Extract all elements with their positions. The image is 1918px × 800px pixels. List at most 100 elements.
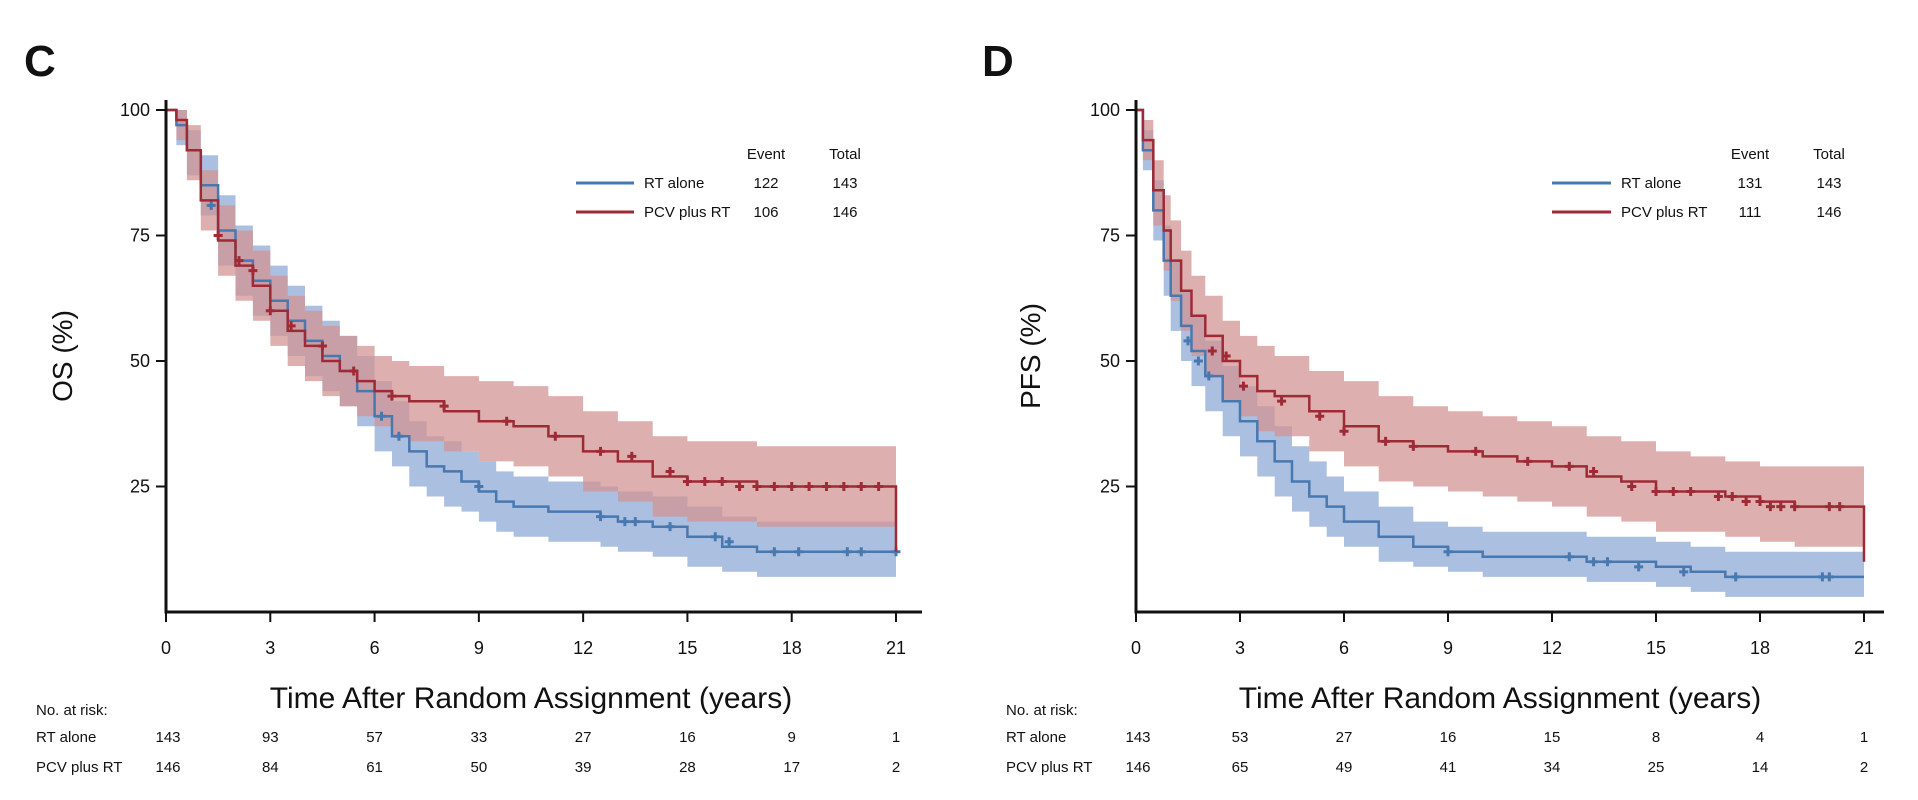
risk-value-pcv-plus-rt: 14 bbox=[1752, 759, 1769, 776]
legend-event-rt-alone: 122 bbox=[753, 175, 778, 192]
panel-letter: D bbox=[982, 37, 1014, 86]
censor-mark-rt-alone bbox=[856, 547, 866, 557]
x-tick-label: 21 bbox=[1854, 638, 1874, 658]
risk-row-label-rt-alone: RT alone bbox=[36, 729, 96, 746]
legend-label-rt-alone: RT alone bbox=[644, 175, 704, 192]
x-tick-label: 15 bbox=[1646, 638, 1666, 658]
legend-total-rt-alone: 143 bbox=[1816, 175, 1841, 192]
risk-row-label-pcv-plus-rt: PCV plus RT bbox=[1006, 759, 1092, 776]
censor-mark-pcv-plus-rt bbox=[1765, 502, 1775, 512]
y-tick-label: 25 bbox=[1100, 477, 1120, 497]
risk-value-pcv-plus-rt: 28 bbox=[679, 759, 696, 776]
legend-header-total: Total bbox=[1813, 146, 1845, 163]
censor-mark-pcv-plus-rt bbox=[856, 482, 866, 491]
censor-mark-pcv-plus-rt bbox=[1277, 396, 1287, 406]
risk-table-title: No. at risk: bbox=[36, 702, 108, 719]
censor-mark-pcv-plus-rt bbox=[596, 446, 606, 456]
censor-mark-rt-alone bbox=[474, 482, 484, 491]
risk-value-pcv-plus-rt: 34 bbox=[1544, 759, 1561, 776]
censor-mark-rt-alone bbox=[1443, 547, 1453, 557]
risk-value-rt-alone: 15 bbox=[1544, 729, 1561, 746]
censor-mark-pcv-plus-rt bbox=[1668, 487, 1678, 497]
censor-mark-pcv-plus-rt bbox=[821, 482, 831, 491]
censor-mark-rt-alone bbox=[665, 522, 675, 532]
censor-mark-pcv-plus-rt bbox=[1727, 492, 1737, 502]
legend-event-pcv-plus-rt: 111 bbox=[1739, 204, 1762, 221]
legend-total-pcv-plus-rt: 146 bbox=[1816, 204, 1841, 221]
risk-value-pcv-plus-rt: 49 bbox=[1336, 759, 1353, 776]
legend: Event Total RT alone 122 143 PCV plus RT 106 14… bbox=[576, 146, 861, 221]
y-tick-label: 50 bbox=[1100, 351, 1120, 371]
ci-band-rt-alone bbox=[1136, 110, 1864, 612]
y-tick-label: 75 bbox=[1100, 226, 1120, 246]
risk-value-rt-alone: 16 bbox=[679, 729, 696, 746]
censor-mark-pcv-plus-rt bbox=[717, 476, 727, 486]
censor-mark-rt-alone bbox=[1634, 562, 1644, 572]
risk-value-rt-alone: 143 bbox=[155, 729, 180, 746]
censor-mark-rt-alone bbox=[377, 411, 387, 421]
censor-mark-pcv-plus-rt bbox=[1589, 466, 1599, 476]
risk-value-rt-alone: 143 bbox=[1125, 729, 1150, 746]
risk-value-rt-alone: 33 bbox=[471, 729, 488, 746]
x-axis-label: Time After Random Assignment (years) bbox=[1239, 682, 1761, 715]
legend-header-event: Event bbox=[1731, 146, 1770, 163]
x-axis-label: Time After Random Assignment (years) bbox=[270, 682, 792, 715]
risk-value-rt-alone: 4 bbox=[1756, 729, 1764, 746]
x-tick-label: 3 bbox=[265, 638, 275, 658]
y-tick-label: 25 bbox=[130, 477, 150, 497]
x-tick-label: 0 bbox=[1131, 638, 1141, 658]
y-tick-label: 100 bbox=[120, 100, 150, 120]
risk-value-rt-alone: 9 bbox=[788, 729, 796, 746]
censor-mark-pcv-plus-rt bbox=[265, 306, 275, 316]
censor-mark-rt-alone bbox=[1193, 356, 1203, 366]
risk-value-rt-alone: 16 bbox=[1440, 729, 1457, 746]
legend-event-pcv-plus-rt: 106 bbox=[753, 204, 778, 221]
censor-mark-pcv-plus-rt bbox=[1315, 411, 1325, 421]
censor-mark-pcv-plus-rt bbox=[317, 341, 327, 351]
ci-band-pcv-plus-rt bbox=[1136, 110, 1864, 587]
legend: Event Total RT alone 131 143 PCV plus RT 111 14… bbox=[1552, 146, 1845, 221]
risk-value-rt-alone: 1 bbox=[892, 729, 900, 746]
legend-header-total: Total bbox=[829, 146, 861, 163]
confidence-bands bbox=[1136, 110, 1864, 612]
censor-mark-pcv-plus-rt bbox=[752, 482, 762, 491]
risk-value-pcv-plus-rt: 39 bbox=[575, 759, 592, 776]
legend-header-event: Event bbox=[747, 146, 786, 163]
censor-mark-pcv-plus-rt bbox=[1408, 441, 1418, 451]
censor-mark-pcv-plus-rt bbox=[1824, 502, 1834, 512]
risk-value-pcv-plus-rt: 2 bbox=[892, 759, 900, 776]
risk-value-rt-alone: 27 bbox=[1336, 729, 1353, 746]
risk-value-rt-alone: 27 bbox=[575, 729, 592, 746]
censor-mark-rt-alone bbox=[596, 512, 606, 522]
risk-value-pcv-plus-rt: 65 bbox=[1232, 759, 1249, 776]
censor-mark-pcv-plus-rt bbox=[1755, 497, 1765, 507]
y-axis-label: OS (%) bbox=[47, 310, 78, 402]
x-tick-label: 9 bbox=[474, 638, 484, 658]
censor-mark-rt-alone bbox=[724, 537, 734, 547]
censor-mark-pcv-plus-rt bbox=[286, 321, 296, 331]
legend-label-pcv-plus-rt: PCV plus RT bbox=[1621, 204, 1707, 221]
censor-mark-pcv-plus-rt bbox=[1776, 502, 1786, 512]
censor-mark-pcv-plus-rt bbox=[665, 466, 675, 476]
censor-mark-pcv-plus-rt bbox=[735, 482, 745, 491]
risk-value-pcv-plus-rt: 17 bbox=[783, 759, 800, 776]
risk-value-pcv-plus-rt: 146 bbox=[1125, 759, 1150, 776]
ci-band-pcv-plus-rt bbox=[166, 110, 896, 587]
y-tick-label: 75 bbox=[130, 226, 150, 246]
censor-mark-pcv-plus-rt bbox=[1471, 446, 1481, 456]
legend-label-rt-alone: RT alone bbox=[1621, 175, 1681, 192]
censor-mark-rt-alone bbox=[769, 547, 779, 557]
censor-mark-rt-alone bbox=[1824, 572, 1834, 582]
censor-mark-pcv-plus-rt bbox=[769, 482, 779, 491]
risk-value-rt-alone: 8 bbox=[1652, 729, 1660, 746]
censor-mark-pcv-plus-rt bbox=[502, 416, 512, 426]
censor-mark-pcv-plus-rt bbox=[349, 366, 359, 376]
censor-mark-rt-alone bbox=[1204, 371, 1214, 381]
risk-value-pcv-plus-rt: 25 bbox=[1648, 759, 1665, 776]
censor-mark-pcv-plus-rt bbox=[387, 391, 397, 401]
risk-value-pcv-plus-rt: 84 bbox=[262, 759, 279, 776]
censor-mark-rt-alone bbox=[794, 547, 804, 557]
